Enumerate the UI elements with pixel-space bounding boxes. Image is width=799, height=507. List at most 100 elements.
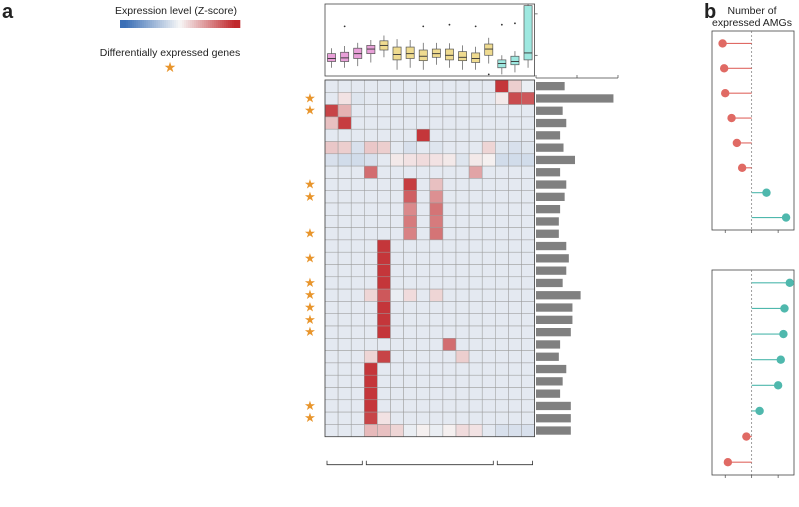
heatmap-cell (508, 165, 522, 179)
box-body (471, 52, 481, 63)
heatmap-cell (495, 227, 509, 241)
heatmap-cell (324, 424, 339, 437)
heatmap-cell (495, 79, 509, 93)
heatmap-cell (495, 338, 509, 351)
heatmap-cell (495, 251, 509, 265)
heatmap-cell (377, 301, 391, 314)
heatmap-cell (403, 313, 417, 327)
heatmap-cell (429, 264, 444, 278)
heatmap-cell (416, 362, 431, 376)
heatmap-cell (508, 399, 522, 413)
heatmap-cell (390, 251, 404, 265)
legend-swatch (218, 20, 221, 28)
heatmap-cell (442, 399, 457, 413)
legend-swatch (168, 20, 171, 28)
heatmap-cell (377, 92, 391, 105)
heatmap-cell (350, 325, 365, 339)
heatmap-cell (416, 387, 431, 401)
heatmap-cell (324, 411, 339, 425)
heatmap-cell (350, 350, 365, 364)
box-outlier (500, 23, 503, 26)
heatmap-cell (481, 362, 496, 376)
lollipop-title-line: Number of (727, 5, 776, 17)
heatmap-cell (390, 313, 404, 327)
heatmap-cell (324, 350, 339, 364)
heatmap-cell (416, 128, 431, 142)
panel-b-letter: b (704, 1, 716, 23)
legend-swatch (222, 20, 225, 28)
heatmap-cell (377, 190, 391, 204)
heatmap-cell (337, 424, 352, 437)
legend-colorbar (120, 20, 241, 28)
heatmap-cell (390, 301, 404, 314)
heatmap-cell (403, 362, 417, 376)
heatmap-cell (429, 301, 444, 314)
heatmap-cell (429, 116, 444, 130)
heatmap-cell (442, 116, 457, 130)
heatmap-cell (350, 374, 365, 388)
heatmap-cell (350, 153, 365, 167)
amg-bar (536, 94, 614, 103)
heatmap-cell (364, 374, 378, 388)
amg-bar (536, 143, 564, 152)
heatmap-cell (508, 350, 522, 364)
heatmap-cell (377, 79, 391, 93)
heatmap-cell (416, 411, 431, 425)
heatmap-cell (508, 338, 522, 351)
heatmap-cell (416, 264, 431, 278)
heatmap-cell (416, 178, 431, 191)
heatmap-cell (390, 264, 404, 278)
heatmap-cell (350, 411, 365, 425)
legend-swatch (188, 20, 191, 28)
legend-swatch (160, 20, 163, 28)
heatmap-cell (495, 165, 509, 179)
lollipop-frame (711, 269, 795, 476)
legend-swatch (166, 20, 169, 28)
heatmap-cell (508, 128, 522, 142)
heatmap-cell (455, 128, 470, 142)
heatmap-cell (390, 411, 404, 425)
heatmap-cell (481, 190, 496, 204)
heatmap-cell (455, 350, 470, 364)
heatmap-cell (364, 264, 378, 278)
heatmap-cell (521, 239, 535, 253)
legend-swatch (156, 20, 159, 28)
heatmap-cell (364, 190, 378, 204)
heatmap-cell (455, 387, 470, 401)
heatmap-frame (324, 79, 536, 438)
heatmap-cell (495, 128, 509, 142)
heatmap-cell (364, 128, 378, 142)
legend-swatch (238, 20, 241, 28)
heatmap-cell (324, 374, 339, 388)
heatmap-cell (377, 202, 391, 216)
heatmap-cell (390, 128, 404, 142)
heatmap-cell (442, 350, 457, 364)
box-body (523, 5, 533, 61)
heatmap-cell (495, 153, 509, 167)
heatmap-cell (324, 128, 339, 142)
heatmap-cell (403, 374, 417, 388)
heatmap-cell (468, 276, 483, 290)
heatmap-cell (495, 288, 509, 302)
heatmap-cell (377, 251, 391, 265)
heatmap-cell (508, 411, 522, 425)
heatmap-cell (377, 387, 391, 401)
heatmap-cell (324, 288, 339, 302)
box-body (392, 46, 402, 61)
heatmap-cell (429, 399, 444, 413)
heatmap-cell (468, 128, 483, 142)
heatmap-cell (337, 325, 352, 339)
heatmap-cell (403, 239, 417, 253)
heatmap-cell (337, 104, 352, 118)
heatmap-cell (468, 399, 483, 413)
heatmap-cell (377, 338, 391, 351)
heatmap-cell (390, 239, 404, 253)
heatmap-cell (455, 374, 470, 388)
group-brackets (326, 460, 533, 466)
heatmap-cell (324, 202, 339, 216)
legend-swatch (214, 20, 217, 28)
heatmap-cell (350, 141, 365, 155)
deg-star-icon: ★ (304, 398, 316, 413)
heatmap-cell (429, 239, 444, 253)
box-outlier (448, 23, 451, 26)
